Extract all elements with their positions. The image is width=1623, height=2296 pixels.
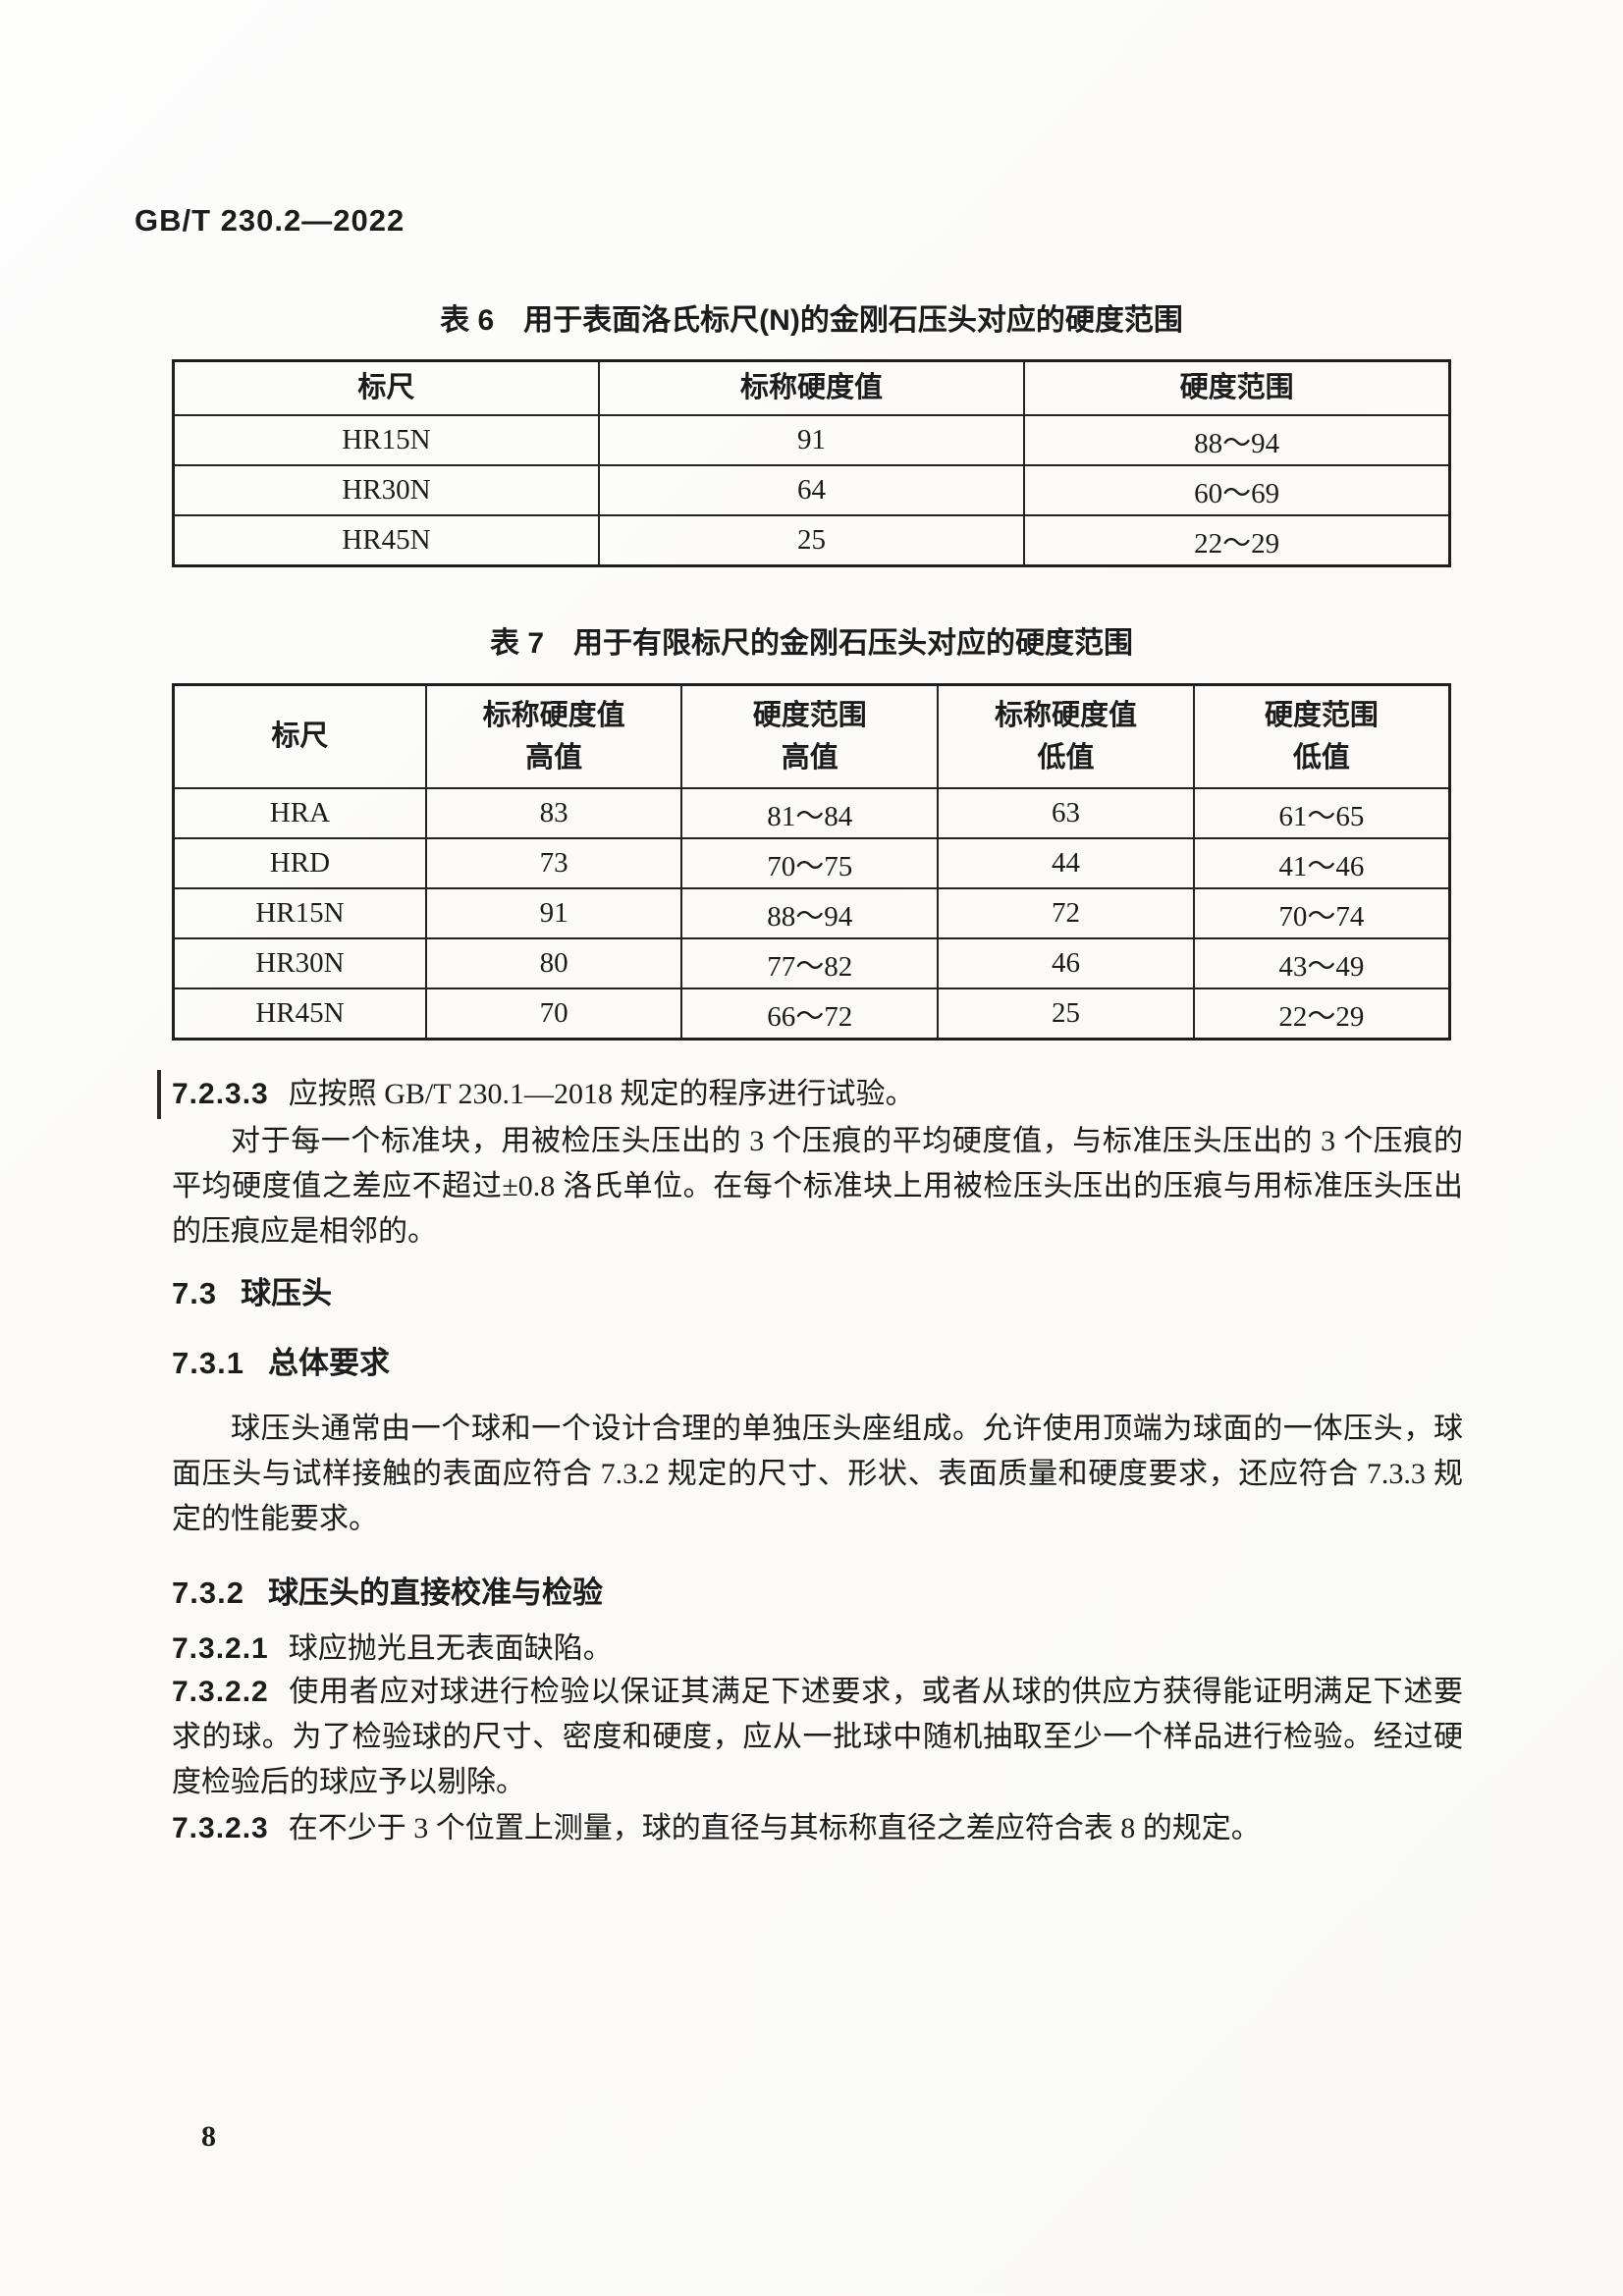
clause-7-3-2-1: 7.3.2.1 球应抛光且无表面缺陷。 [172,1627,1463,1672]
table-cell: 25 [597,514,1026,567]
table-cell: 70～74 [1192,887,1451,939]
table-cell: 80 [424,937,683,989]
table-cell: 43～49 [1192,937,1451,989]
heading-number: 7.3 [172,1276,218,1310]
heading-text: 总体要求 [267,1346,390,1380]
table-cell: HR45N [172,514,600,567]
column-header: 标尺 [172,359,600,416]
table-cell: 72 [937,887,1195,939]
table-cell: HR45N [172,988,427,1041]
paragraph-indent-rule: 对于每一个标准块，用被检压头压出的 3 个压痕的平均硬度值，与标准压头压出的 3… [172,1125,1463,1248]
column-header: 标称硬度值 高值 [424,683,683,789]
table-cell: 88～94 [1023,414,1451,466]
clause-text: 使用者应对球进行检验以保证其满足下述要求，或者从球的供应方获得能证明满足下述要求… [172,1676,1463,1798]
table-cell: 70～75 [680,837,940,889]
heading-number: 7.3.1 [172,1346,244,1380]
table-cell: HRA [172,787,427,839]
column-header: 硬度范围 [1023,359,1451,416]
table7: 标尺 标称硬度值 高值 硬度范围 高值 标称硬度值 低值 硬度范围 低值 HRA 83 81～84 63… [172,683,1451,1041]
column-header: 标称硬度值 [597,359,1026,416]
clause-text: 球应抛光且无表面缺陷。 [288,1632,613,1665]
table6-caption: 表 6 用于表面洛氏标尺(N)的金刚石压头对应的硬度范围 [440,304,1183,337]
table-cell: HRD [172,837,427,889]
table-row: HR15N 91 88～94 72 70～74 [172,887,1451,939]
table-row: HRA 83 81～84 63 61～65 [172,787,1451,839]
heading-text: 球压头 [241,1276,333,1310]
clause-number: 7.3.2.1 [172,1632,269,1665]
standard-doc-number: GB/T 230.2—2022 [135,203,406,238]
revision-change-bar [157,1070,161,1119]
table-cell: 41～46 [1192,837,1451,889]
clause-7-2-3-3: 7.2.3.3 应按照 GB/T 230.1—2018 规定的程序进行试验。 [172,1072,1463,1117]
table6: 标尺 标称硬度值 硬度范围 HR15N 91 88～94 HR30N 64 60～69 HR45N… [172,359,1451,567]
paragraph-ball-indenter: 球压头通常由一个球和一个设计合理的单独压头座组成。允许使用顶端为球面的一体压头，… [172,1413,1463,1535]
table-cell: 44 [937,837,1195,889]
table-cell: 73 [424,837,683,889]
table-cell: 81～84 [680,787,940,839]
table-header-row: 标尺 标称硬度值 硬度范围 [172,359,1451,416]
table-cell: 88～94 [680,887,940,939]
table-cell: 83 [424,787,683,839]
table-row: HR30N 64 60～69 [172,464,1451,516]
table-cell: 25 [937,988,1195,1041]
column-header: 标称硬度值 低值 [937,683,1195,789]
table-cell: 91 [424,887,683,939]
table-row: HRD 73 70～75 44 41～46 [172,837,1451,889]
heading-7-3-2: 7.3.2 球压头的直接校准与检验 [172,1568,1463,1612]
table-row: HR30N 80 77～82 46 43～49 [172,937,1451,989]
table-cell: 61～65 [1192,787,1451,839]
table-cell: HR15N [172,414,600,466]
table-cell: HR30N [172,464,600,516]
clause-number: 7.2.3.3 [172,1078,269,1110]
table-cell: 63 [937,787,1195,839]
table-row: HR15N 91 88～94 [172,414,1451,466]
table-cell: 22～29 [1023,514,1451,567]
heading-text: 球压头的直接校准与检验 [267,1575,603,1610]
heading-number: 7.3.2 [172,1575,244,1610]
page-number: 8 [201,2120,216,2153]
table-cell: 70 [424,988,683,1041]
table-header-row: 标尺 标称硬度值 高值 硬度范围 高值 标称硬度值 低值 硬度范围 低值 [172,683,1451,789]
clause-text: 应按照 GB/T 230.1—2018 规定的程序进行试验。 [288,1078,915,1110]
table7-caption: 表 7 用于有限标尺的金刚石压头对应的硬度范围 [489,627,1134,660]
table-cell: HR30N [172,937,427,989]
clause-7-3-2-2: 7.3.2.2 使用者应对球进行检验以保证其满足下述要求，或者从球的供应方获得能证… [172,1670,1463,1805]
table-cell: HR15N [172,887,427,939]
table-cell: 60～69 [1023,464,1451,516]
heading-7-3: 7.3 球压头 [172,1268,1463,1312]
clause-text: 在不少于 3 个位置上测量，球的直径与其标称直径之差应符合表 8 的规定。 [288,1812,1261,1844]
table-row: HR45N 70 66～72 25 22～29 [172,988,1451,1041]
table-cell: 64 [597,464,1026,516]
table-row: HR45N 25 22～29 [172,514,1451,567]
clause-number: 7.3.2.3 [172,1812,269,1844]
column-header: 硬度范围 高值 [680,683,940,789]
table-cell: 77～82 [680,937,940,989]
heading-7-3-1: 7.3.1 总体要求 [172,1338,1463,1382]
clause-7-3-2-3: 7.3.2.3 在不少于 3 个位置上测量，球的直径与其标称直径之差应符合表 8 … [172,1806,1463,1851]
table-cell: 66～72 [680,988,940,1041]
table-cell: 46 [937,937,1195,989]
column-header: 硬度范围 低值 [1192,683,1451,789]
clause-number: 7.3.2.2 [172,1676,269,1708]
table-cell: 91 [597,414,1026,466]
column-header: 标尺 [172,683,427,789]
table-cell: 22～29 [1192,988,1451,1041]
